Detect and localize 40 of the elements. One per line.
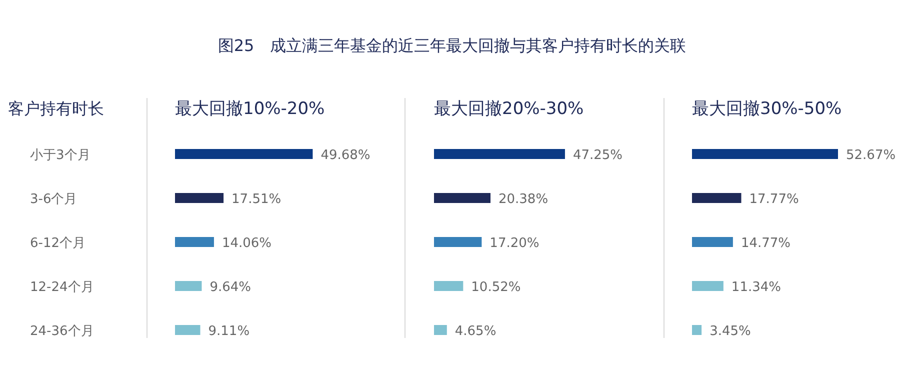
bar: [175, 193, 224, 203]
bar: [692, 193, 742, 203]
chart-subtitle: 最大回撤20%-30%: [434, 99, 584, 119]
bar: [434, 193, 490, 203]
bar: [692, 149, 838, 159]
data-label: 49.68%: [320, 148, 370, 163]
bar: [692, 325, 702, 335]
bar: [434, 149, 565, 159]
data-label: 14.77%: [740, 236, 791, 251]
data-label: 10.52%: [471, 280, 521, 295]
bar: [175, 237, 214, 247]
bar: [692, 281, 724, 291]
bar: [692, 237, 733, 247]
bar: [175, 325, 200, 335]
y-tick-label: 12-24个月: [30, 280, 94, 295]
y-tick-label: 3-6个月: [30, 192, 78, 207]
data-label: 14.06%: [222, 236, 272, 251]
bar: [434, 325, 447, 335]
data-label: 47.25%: [572, 148, 623, 163]
data-label: 11.34%: [731, 280, 782, 295]
data-label: 17.51%: [232, 192, 282, 207]
data-label: 52.67%: [846, 148, 896, 163]
data-label: 17.20%: [490, 236, 540, 251]
y-tick-label: 24-36个月: [30, 324, 94, 339]
y-axis-title: 客户持有时长: [8, 99, 104, 118]
bar: [434, 281, 464, 291]
bar: [175, 149, 313, 159]
data-label: 20.38%: [498, 192, 548, 207]
bar: [175, 281, 202, 291]
data-label: 3.45%: [710, 324, 751, 339]
y-tick-label: 小于3个月: [30, 148, 90, 163]
bar: [434, 237, 482, 247]
text: 图25 成立满三年基金的近三年最大回撤与其客户持有时长的关联: [218, 36, 686, 55]
chart-subtitle: 最大回撤30%-50%: [692, 99, 842, 119]
y-tick-label: 6-12个月: [30, 236, 86, 251]
data-label: 4.65%: [454, 324, 496, 339]
data-label: 9.64%: [210, 280, 252, 295]
data-label: 9.11%: [208, 324, 250, 339]
data-label: 17.77%: [749, 192, 799, 207]
chart-subtitle: 最大回撤10%-20%: [175, 99, 325, 119]
